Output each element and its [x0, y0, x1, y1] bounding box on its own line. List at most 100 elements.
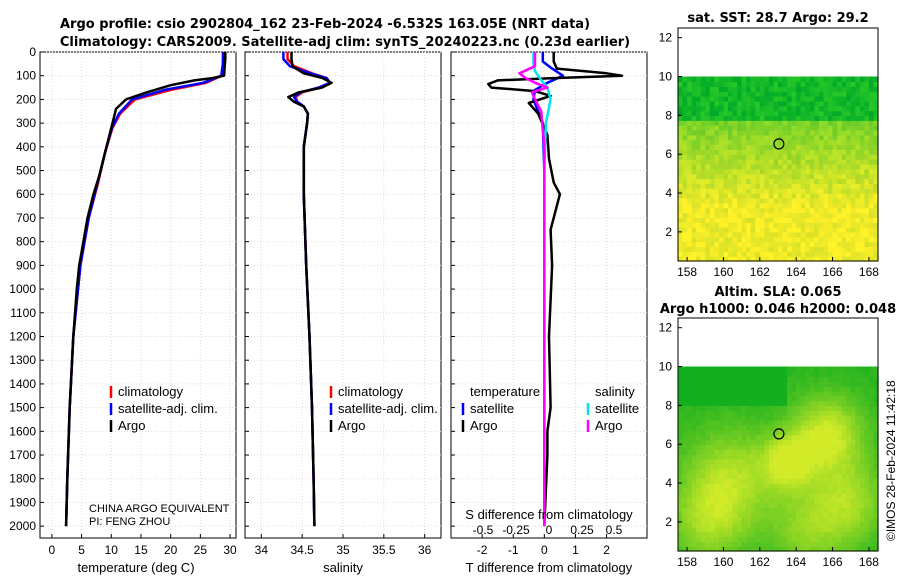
heatmap-cell	[818, 463, 824, 470]
heatmap-cell	[718, 463, 724, 470]
heatmap-cell	[828, 202, 834, 209]
heatmap-cell	[750, 227, 756, 233]
heatmap-cell	[868, 241, 874, 248]
heatmap-cell	[750, 521, 756, 528]
heatmap-cell	[714, 473, 720, 479]
heatmap-cell	[832, 100, 838, 107]
difference-legend: temperature salinity satellite Argo sate…	[461, 384, 639, 433]
heatmap-cell	[818, 526, 824, 533]
heatmap-cell	[696, 159, 702, 165]
heatmap-cell	[709, 115, 715, 121]
heatmap-cell	[859, 521, 865, 528]
heatmap-cell	[828, 453, 834, 460]
heatmap-cell	[741, 76, 747, 82]
heatmap-cell	[868, 110, 874, 116]
heatmap-cell	[818, 521, 824, 528]
lat-tick-label: 6	[665, 437, 672, 451]
heatmap-cell	[837, 405, 843, 411]
heatmap-cell	[750, 536, 756, 542]
heatmap-cell	[805, 449, 811, 455]
heatmap-cell	[700, 415, 706, 421]
heatmap-cell	[805, 217, 811, 223]
heatmap-cell	[682, 386, 688, 392]
heatmap-cell	[682, 120, 688, 126]
heatmap-cell	[823, 376, 829, 382]
heatmap-cell	[855, 86, 861, 92]
heatmap-cell	[855, 546, 861, 552]
heatmap-cell	[755, 241, 761, 248]
heatmap-cell	[818, 546, 824, 552]
heatmap-cell	[814, 178, 820, 184]
heatmap-cell	[832, 449, 838, 455]
heatmap-cell	[773, 512, 779, 518]
heatmap-cell	[714, 512, 720, 518]
heatmap-cell	[873, 251, 879, 257]
heatmap-cell	[832, 390, 838, 397]
heatmap-cell	[746, 212, 752, 218]
heatmap-cell	[809, 541, 815, 547]
heatmap-cell	[837, 541, 843, 547]
heatmap-cell	[837, 492, 843, 499]
heatmap-cell	[832, 197, 838, 204]
heatmap-cell	[764, 439, 770, 445]
heatmap-cell	[750, 419, 756, 426]
heatmap-cell	[723, 241, 729, 248]
heatmap-cell	[773, 81, 779, 87]
heatmap-cell	[809, 100, 815, 107]
heatmap-cell	[868, 371, 874, 377]
heatmap-cell	[700, 453, 706, 460]
heatmap-cell	[809, 96, 815, 102]
legend-label-t-satellite: satellite	[470, 401, 514, 416]
heatmap-cell	[864, 139, 870, 146]
heatmap-cell	[696, 193, 702, 199]
heatmap-cell	[791, 144, 797, 150]
heatmap-cell	[846, 91, 852, 97]
heatmap-cell	[823, 188, 829, 194]
heatmap-cell	[678, 400, 684, 406]
heatmap-cell	[687, 536, 693, 542]
heatmap-cell	[846, 502, 852, 508]
heatmap-cell	[859, 110, 865, 116]
heatmap-cell	[687, 86, 693, 92]
heatmap-cell	[687, 434, 693, 440]
heatmap-cell	[873, 536, 879, 542]
heatmap-cell	[678, 483, 684, 489]
heatmap-cell	[782, 149, 788, 155]
heatmap-cell	[805, 178, 811, 184]
heatmap-cell	[741, 251, 747, 257]
heatmap-cell	[778, 256, 784, 262]
heatmap-cell	[800, 395, 806, 402]
heatmap-cell	[832, 227, 838, 233]
heatmap-cell	[691, 120, 697, 126]
heatmap-cell	[718, 159, 724, 165]
heatmap-cell	[728, 256, 734, 262]
heatmap-cell	[859, 168, 865, 175]
heatmap-cell	[791, 497, 797, 504]
heatmap-cell	[678, 246, 684, 252]
heatmap-cell	[750, 96, 756, 102]
heatmap-cell	[773, 149, 779, 155]
heatmap-cell	[814, 144, 820, 150]
heatmap-cell	[696, 487, 702, 494]
heatmap-cell	[850, 96, 856, 102]
lon-tick-label: 160	[713, 555, 733, 569]
heatmap-cell	[750, 390, 756, 397]
heatmap-cell	[823, 100, 829, 107]
heatmap-cell	[714, 424, 720, 431]
heatmap-cell	[859, 410, 865, 416]
heatmap-cell	[705, 202, 711, 209]
heatmap-cell	[791, 81, 797, 87]
heatmap-cell	[737, 110, 743, 116]
heatmap-cell	[873, 424, 879, 431]
heatmap-cell	[846, 497, 852, 504]
heatmap-cell	[846, 395, 852, 402]
salinity-grid	[245, 51, 441, 538]
heatmap-cell	[846, 473, 852, 479]
heatmap-cell	[732, 521, 738, 528]
heatmap-cell	[759, 395, 765, 402]
heatmap-cell	[864, 492, 870, 499]
heatmap-cell	[805, 439, 811, 445]
heatmap-cell	[846, 110, 852, 116]
heatmap-cell	[859, 91, 865, 97]
heatmap-cell	[764, 546, 770, 552]
